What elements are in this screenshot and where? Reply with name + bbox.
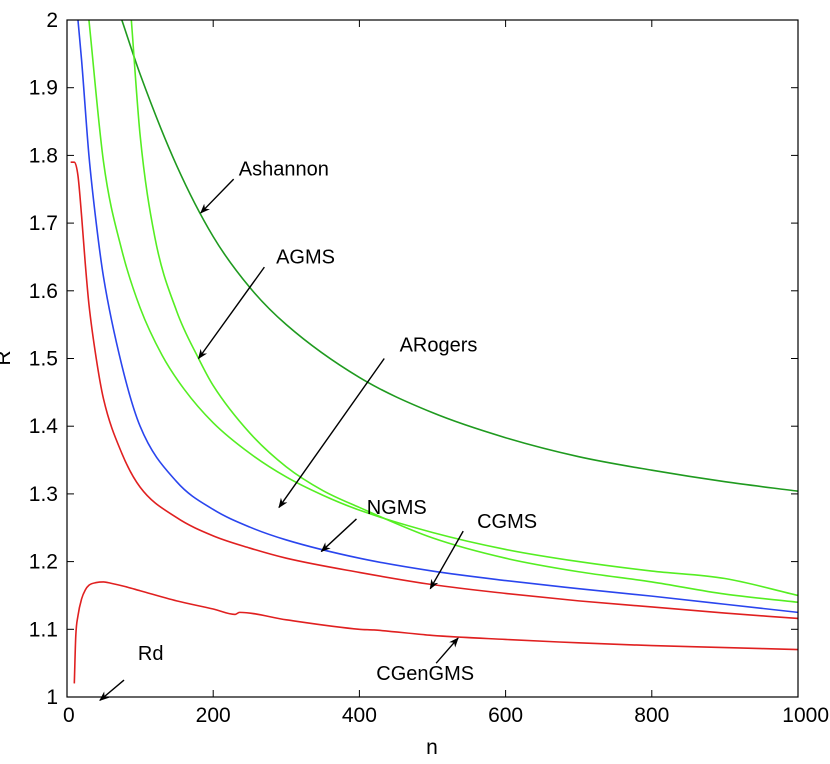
annotation-arrow-agms — [197, 266, 265, 360]
y-tick-label: 2 — [46, 9, 58, 32]
annotation-label-rd: Rd — [138, 643, 164, 665]
y-tick-label: 1.7 — [29, 212, 58, 235]
x-tick-label: 800 — [634, 704, 669, 727]
y-tick-label: 1.8 — [29, 144, 58, 167]
annotation-arrow-cgms — [429, 530, 464, 590]
annotation-label-cgengms: CGenGMS — [376, 663, 474, 685]
y-tick-label: 1.2 — [29, 551, 58, 574]
y-axis-label: R — [0, 350, 15, 365]
annotation-arrow-arogers — [278, 358, 385, 509]
y-tick-label: 1.9 — [29, 77, 58, 100]
y-tick-label: 1.3 — [29, 483, 58, 506]
series-line-ngms — [77, 20, 798, 614]
x-tick-label: 200 — [196, 704, 231, 727]
x-tick-label: 1000 — [782, 704, 829, 727]
series-line-cgms — [70, 161, 798, 620]
annotation-arrow-cgengms — [435, 637, 459, 664]
y-tick-label: 1.5 — [29, 348, 58, 371]
annotation-label-ashannon: Ashannon — [239, 159, 329, 181]
y-tick-label: 1.4 — [29, 415, 59, 438]
annotation-label-cgms: CGMS — [477, 511, 537, 533]
x-tick-label: 600 — [488, 704, 523, 727]
annotation-label-agms: AGMS — [276, 247, 335, 269]
y-tick-label: 1.6 — [29, 280, 58, 303]
y-tick-label: 1 — [46, 686, 58, 709]
annotation-label-arogers: ARogers — [400, 335, 478, 357]
series-line-ashannon — [121, 20, 798, 492]
plot-area — [67, 20, 798, 697]
x-tick-label: 0 — [63, 704, 75, 727]
x-tick-label: 400 — [342, 704, 377, 727]
x-axis-label: n — [426, 736, 438, 759]
y-tick-label: 1.1 — [29, 618, 58, 641]
annotation-arrow-ashannon — [200, 178, 235, 214]
series-layer — [70, 20, 798, 684]
axes-layer: 0 200 400 600 800 1000 1 1.1 1.2 1.3 1.4 1.5 1.6 1.7 1… — [29, 9, 829, 727]
annotation-layer: Ashannon AGMS ARogers NGMS CGMS Rd CGenGMS — [99, 159, 537, 702]
annotation-arrow-ngms — [320, 518, 357, 553]
series-line-agms — [88, 20, 798, 597]
series-line-arogers — [130, 20, 798, 604]
annotation-label-ngms: NGMS — [367, 497, 427, 519]
series-line-cgengms — [73, 581, 798, 684]
